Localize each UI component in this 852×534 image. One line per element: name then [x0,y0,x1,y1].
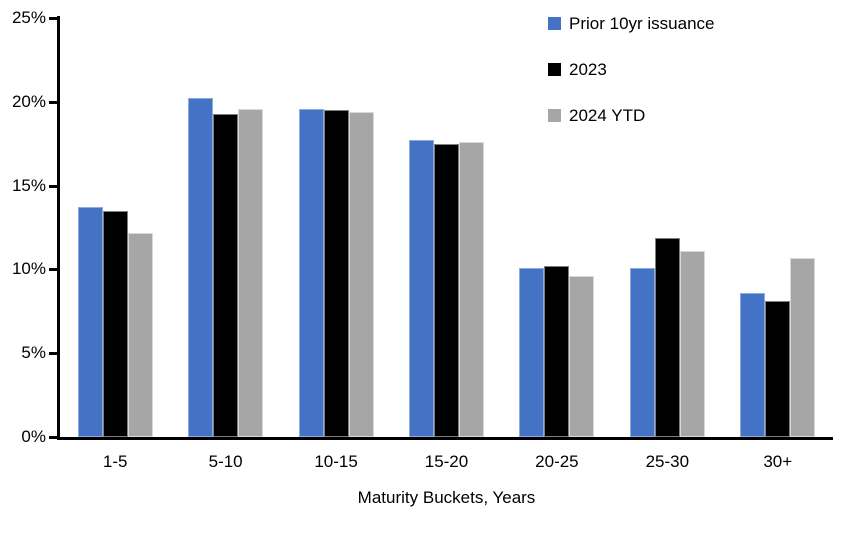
bar [408,140,434,437]
bar [238,108,264,437]
bar [102,210,128,437]
y-axis-tick [49,352,57,356]
x-axis-tick-label: 10-15 [314,452,358,471]
y-axis-tick-label: 10% [11,259,46,279]
bar [654,237,680,437]
bar-group-5-10 [170,18,280,437]
bar-group-30+ [723,18,833,437]
bar [790,257,816,437]
bar [127,232,153,437]
y-axis-tick [49,17,57,20]
y-axis-tick [49,184,57,188]
legend: Prior 10yr issuance 2023 2024 YTD [548,11,715,149]
x-axis-tick-label: 5-10 [208,452,243,471]
legend-label: Prior 10yr issuance [569,13,715,33]
x-axis-tick-label: 1-5 [102,452,128,471]
x-axis-tick-label: 30+ [763,452,793,471]
bar [544,266,570,437]
y-axis-tick-label: 25% [11,8,46,27]
y-axis-tick [49,436,57,439]
legend-item: 2023 [548,57,715,82]
bar [188,98,214,437]
legend-item: Prior 10yr issuance [548,11,715,36]
legend-label: 2024 YTD [569,105,646,125]
legend-swatch-icon [548,109,561,122]
bar-group-25-30 [612,18,722,437]
legend-item: 2024 YTD [548,103,715,128]
x-axis-title: Maturity Buckets, Years [357,488,536,507]
y-axis-tick-label: 15% [11,175,46,195]
legend-swatch-icon [548,63,561,76]
x-axis-tick-label: 25-30 [645,452,690,471]
x-axis-tick-label: 15-20 [424,452,469,471]
bar-group-15-20 [391,18,501,437]
bar [77,207,103,437]
bar [629,267,655,437]
bar [519,267,545,437]
x-axis-line [57,437,833,440]
bar [348,111,374,437]
bar [213,113,239,437]
x-axis-tick-label: 20-25 [535,452,579,471]
bar [679,251,705,437]
plot-area [60,18,833,437]
bar [433,143,459,437]
y-axis-line [57,16,60,440]
y-axis-tick [49,268,57,272]
bar-group-1-5 [60,18,170,437]
bar [323,110,349,437]
bar [569,276,595,437]
y-axis-tick [49,100,57,104]
y-axis-tick-label: 5% [21,343,46,363]
bar [740,292,766,437]
y-axis-tick-label: 20% [11,91,46,111]
x-axis-tick-labels: 1-5 5-10 10-15 15-20 20-25 25-30 30+ [60,452,833,472]
bar [458,142,484,437]
bar [298,108,324,437]
legend-label: 2023 [569,59,607,79]
bar-group-20-25 [502,18,612,437]
bar [765,301,791,437]
legend-swatch-icon [548,17,561,30]
y-axis-tick-label: 0% [21,427,46,446]
bar-group-10-15 [281,18,391,437]
